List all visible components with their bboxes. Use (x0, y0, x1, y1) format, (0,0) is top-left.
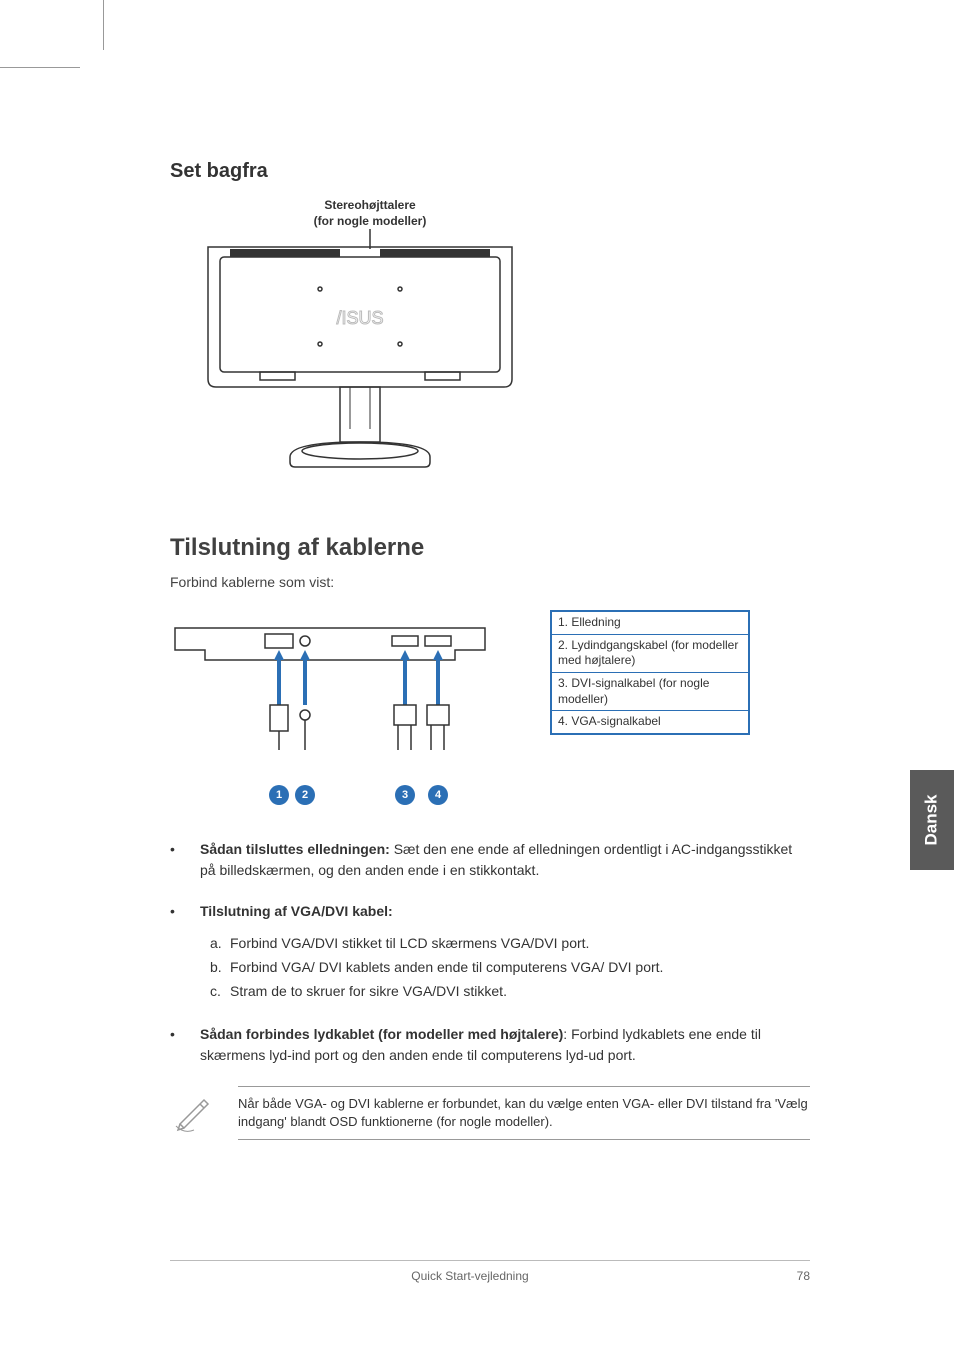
vgadvi-sublist: a. Forbind VGA/DVI stikket til LCD skærm… (200, 932, 810, 1003)
bullet-power-lead: Sådan tilsluttes elledningen: (200, 841, 390, 857)
crop-mark-horizontal (0, 67, 80, 68)
connector-num-2: 2 (295, 785, 315, 805)
connector-num-4: 4 (428, 785, 448, 805)
connector-legend: 1. Elledning 2. Lydindgangskabel (for mo… (550, 610, 750, 735)
bullet-marker: • (170, 1024, 200, 1066)
bullet-marker: • (170, 901, 200, 1003)
legend-item-1: 1. Elledning (552, 612, 748, 635)
connector-num-1: 1 (269, 785, 289, 805)
sub-b: b. Forbind VGA/ DVI kablets anden ende t… (200, 956, 810, 980)
bullet-vgadvi: • Tilslutning af VGA/DVI kabel: a. Forbi… (170, 901, 810, 1003)
connector-num-3: 3 (395, 785, 415, 805)
note-box: Når både VGA- og DVI kablerne er forbund… (170, 1086, 810, 1140)
note-text: Når både VGA- og DVI kablerne er forbund… (238, 1086, 810, 1140)
legend-item-2: 2. Lydindgangskabel (for modeller med hø… (552, 635, 748, 673)
cable-figure-row: 1 2 3 4 1. Elledning 2. Lydindgangskabel… (170, 610, 810, 809)
bullet-vgadvi-lead: Tilslutning af VGA/DVI kabel: (200, 903, 393, 919)
footer-title: Quick Start-vejledning (170, 1269, 770, 1283)
cable-intro: Forbind kablerne som vist: (170, 574, 810, 590)
bullet-audio: • Sådan forbindes lydkablet (for modelle… (170, 1024, 810, 1066)
cable-heading: Tilslutning af kablerne (170, 534, 810, 562)
legend-item-4: 4. VGA-signalkabel (552, 711, 748, 733)
footer-page-number: 78 (770, 1269, 810, 1283)
legend-item-3: 3. DVI-signalkabel (for nogle modeller) (552, 673, 748, 711)
bullet-power: • Sådan tilsluttes elledningen: Sæt den … (170, 839, 810, 881)
speaker-label-line2: (for nogle modeller) (314, 214, 427, 228)
section-heading-rear: Set bagfra (170, 160, 810, 183)
sub-a: a. Forbind VGA/DVI stikket til LCD skærm… (200, 932, 810, 956)
svg-text:/ISUS: /ISUS (336, 308, 383, 328)
sub-c: c. Stram de to skruer for sikre VGA/DVI … (200, 980, 810, 1004)
connector-figure: 1 2 3 4 (170, 610, 490, 809)
crop-mark-vertical (103, 0, 104, 50)
pencil-note-icon (170, 1086, 218, 1139)
speaker-label: Stereohøjttalere (for nogle modeller) (290, 198, 450, 229)
page-content: Set bagfra Stereohøjttalere (for nogle m… (170, 160, 810, 1140)
language-tab: Dansk (910, 770, 954, 870)
language-tab-label: Dansk (922, 794, 942, 845)
connector-svg (170, 610, 490, 780)
monitor-rear-figure: Stereohøjttalere (for nogle modeller) (200, 198, 520, 494)
page-footer: Quick Start-vejledning 78 (170, 1260, 810, 1283)
bullet-audio-lead: Sådan forbindes lydkablet (for modeller … (200, 1026, 563, 1042)
monitor-rear-svg: /ISUS (200, 229, 520, 489)
bullet-marker: • (170, 839, 200, 881)
speaker-label-line1: Stereohøjttalere (324, 198, 415, 212)
